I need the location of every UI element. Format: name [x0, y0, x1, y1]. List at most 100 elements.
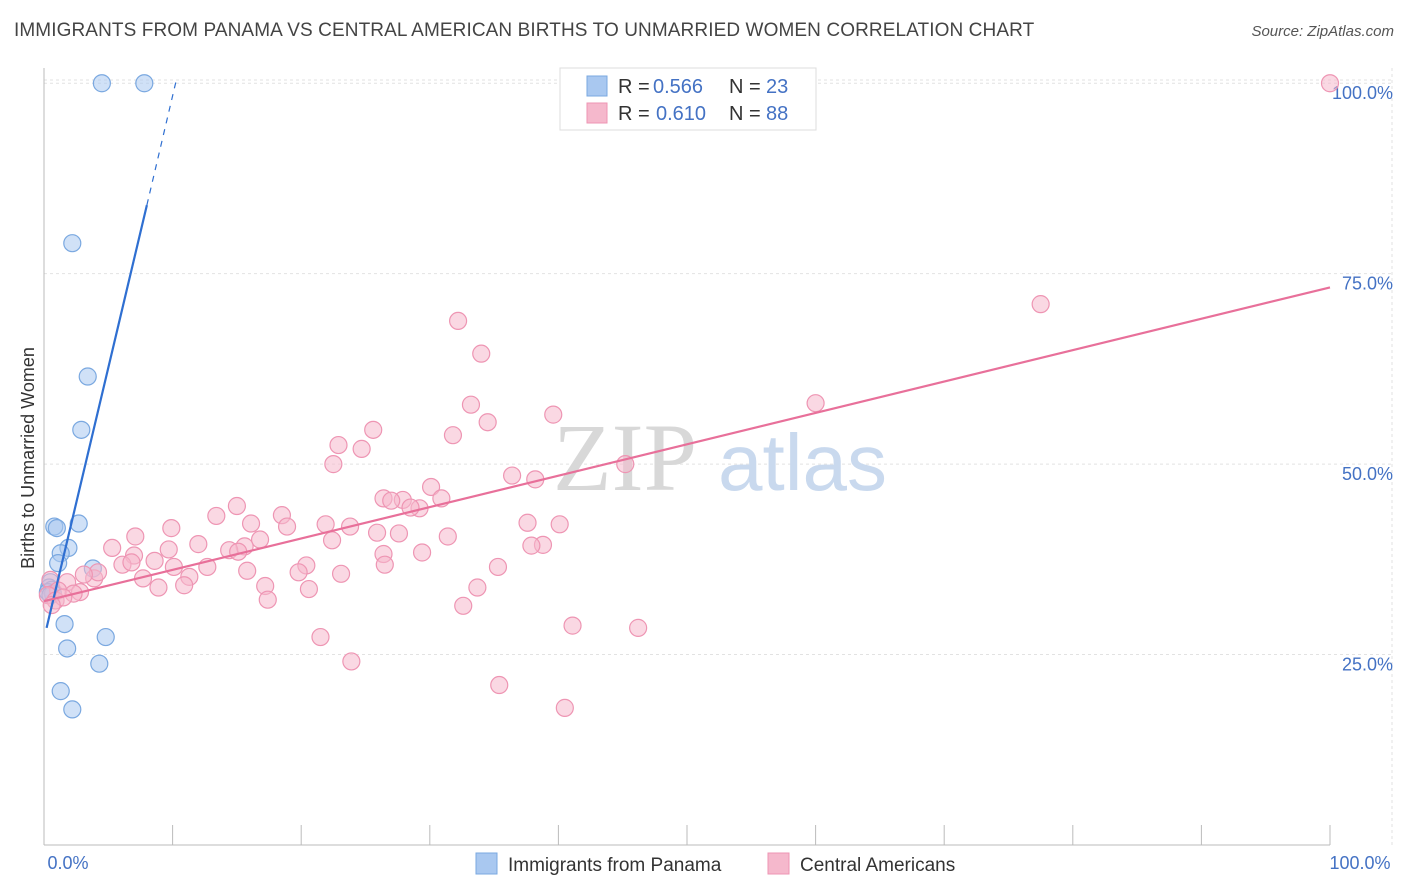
point-central-americans [367, 523, 387, 542]
point-central-americans [488, 557, 508, 577]
x-tick-label: 0.0% [47, 853, 88, 873]
point-central-americans [189, 535, 208, 554]
point-central-americans [311, 627, 330, 647]
point-immigrants-from-panama [47, 519, 66, 538]
legend-n-value-panama: 23 [766, 76, 788, 98]
point-central-americans [629, 618, 648, 637]
source-credit: Source: ZipAtlas.com [1251, 23, 1394, 40]
bottom-legend-label-panama: Immigrants from Panama [508, 855, 722, 876]
legend-r-value-central: 0.610 [656, 103, 706, 125]
point-immigrants-from-panama [96, 627, 115, 647]
trendline-immigrants-from-panama [45, 204, 148, 629]
point-central-americans [518, 513, 537, 532]
point-central-americans [443, 426, 463, 445]
point-central-americans [241, 514, 261, 533]
point-central-americans [126, 527, 145, 546]
bottom-legend-swatch-panama [475, 852, 498, 875]
point-central-americans [472, 344, 491, 363]
point-central-americans [806, 394, 825, 413]
point-central-americans [175, 576, 194, 595]
point-central-americans [522, 536, 541, 555]
point-central-americans [322, 531, 342, 550]
point-central-americans [277, 517, 297, 536]
legend-swatch-panama [586, 75, 608, 97]
point-central-americans [454, 596, 473, 615]
point-central-americans [1031, 295, 1050, 314]
bottom-legend-swatch-central [767, 852, 790, 875]
point-central-americans [74, 565, 93, 584]
point-central-americans [438, 527, 457, 546]
point-central-americans [550, 515, 569, 534]
point-immigrants-from-panama [135, 74, 154, 93]
point-immigrants-from-panama [51, 682, 70, 701]
point-central-americans [103, 538, 122, 558]
point-central-americans [299, 579, 319, 599]
series-immigrants-from-panama-points [38, 74, 154, 719]
point-central-americans [250, 530, 270, 549]
y-axis-tick-labels: 25.0% 50.0% 75.0% 100.0% [1332, 83, 1393, 674]
point-immigrants-from-panama [72, 420, 91, 439]
x-axis-tick-labels: 0.0% 100.0% [47, 853, 1390, 873]
trend-lines [43, 79, 1331, 629]
point-central-americans [227, 496, 246, 516]
point-central-americans [555, 698, 574, 717]
point-central-americans [342, 652, 361, 671]
point-immigrants-from-panama [78, 367, 97, 386]
point-central-americans [461, 395, 481, 414]
point-central-americans [145, 551, 164, 570]
point-central-americans [503, 466, 522, 485]
legend-n-label-panama: N = [729, 76, 761, 98]
watermark-atlas: atlas [718, 418, 887, 507]
y-tick-label: 50.0% [1342, 464, 1393, 484]
point-central-americans [207, 506, 226, 526]
point-central-americans [448, 311, 468, 331]
point-central-americans [1320, 74, 1340, 93]
point-central-americans [389, 524, 409, 543]
point-central-americans [421, 477, 441, 497]
point-central-americans [149, 578, 168, 597]
point-central-americans [544, 405, 563, 424]
trendline-extension-immigrants-from-panama [146, 79, 178, 206]
point-central-americans [289, 563, 308, 582]
series-legend: Immigrants from Panama Central Americans [475, 852, 955, 876]
point-central-americans [478, 413, 497, 432]
point-central-americans [382, 491, 401, 510]
bottom-legend-label-central: Central Americans [800, 855, 955, 876]
y-tick-label: 25.0% [1342, 655, 1393, 675]
point-central-americans [238, 561, 257, 580]
point-central-americans [352, 439, 371, 458]
legend-swatch-central-americans [586, 102, 608, 124]
stats-legend: R = 0.566 N = 23 R = 0.610 N = 88 [559, 67, 817, 131]
series-central-americans-points [38, 74, 1340, 717]
point-central-americans [468, 578, 487, 597]
point-central-americans [364, 420, 383, 439]
legend-n-label-central: N = [729, 103, 761, 125]
trendline-central-americans [43, 286, 1331, 603]
legend-r-label-central: R = [618, 103, 650, 125]
point-central-americans [324, 455, 343, 474]
point-immigrants-from-panama [63, 234, 82, 253]
point-immigrants-from-panama [92, 74, 111, 93]
point-central-americans [375, 555, 394, 574]
point-central-americans [490, 675, 509, 695]
y-tick-label: 100.0% [1332, 83, 1393, 103]
point-central-americans [331, 564, 351, 583]
chart-title: IMMIGRANTS FROM PANAMA VS CENTRAL AMERIC… [14, 20, 1035, 41]
point-central-americans [159, 540, 178, 559]
point-immigrants-from-panama [58, 639, 77, 658]
point-central-americans [122, 553, 141, 572]
x-axis-ticks [172, 825, 1331, 845]
point-central-americans [258, 590, 277, 609]
y-axis-label: Births to Unmarried Women [18, 347, 38, 569]
x-tick-label: 100.0% [1329, 853, 1390, 873]
point-immigrants-from-panama [55, 614, 74, 634]
y-tick-label: 75.0% [1342, 274, 1393, 294]
legend-r-value-panama: 0.566 [653, 76, 703, 98]
point-central-americans [329, 435, 348, 455]
legend-r-label-panama: R = [618, 76, 650, 98]
point-central-americans [412, 543, 432, 562]
point-immigrants-from-panama [90, 654, 109, 673]
point-immigrants-from-panama [63, 700, 82, 719]
legend-n-value-central: 88 [766, 103, 788, 125]
